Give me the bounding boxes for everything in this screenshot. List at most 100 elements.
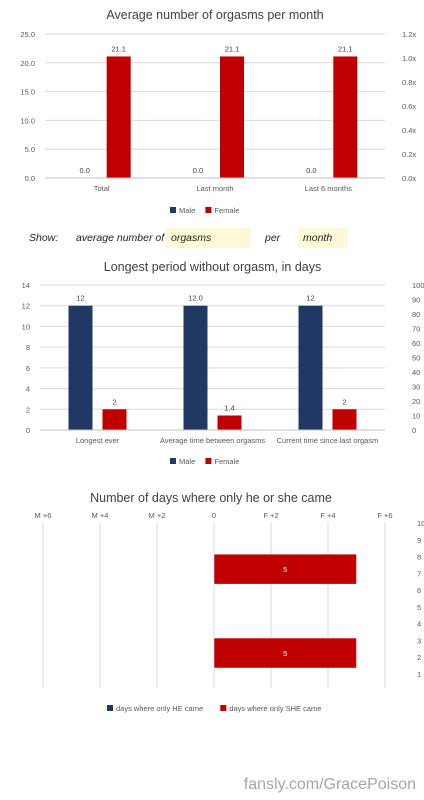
- data-label: 2: [112, 397, 116, 406]
- legend-label: Female: [214, 206, 239, 215]
- x-tick-label: Last 6 months: [305, 184, 352, 193]
- secondary-y-tick-label: 6: [417, 586, 421, 595]
- legend-swatch: [220, 705, 227, 711]
- show-text-per: per: [265, 232, 281, 244]
- secondary-y-tick-label: 90: [412, 296, 420, 305]
- x-tick-label: M +6: [35, 511, 52, 520]
- secondary-y-tick-label: 30: [412, 383, 420, 392]
- data-label: 1.4: [224, 404, 234, 413]
- x-tick-label: Total: [94, 184, 110, 193]
- x-tick-label: Longest ever: [76, 436, 120, 445]
- secondary-y-tick-label: 3: [417, 636, 421, 645]
- y-tick-label: 20.0: [20, 59, 35, 68]
- data-label: 12: [306, 294, 314, 303]
- secondary-y-tick-label: 0.2x: [402, 150, 416, 159]
- secondary-y-tick-label: 9: [417, 536, 421, 545]
- legend-label: Female: [214, 457, 239, 466]
- legend-label: Male: [179, 457, 195, 466]
- chart-title: Number of days where only he or she came: [90, 491, 332, 505]
- data-label: 12.0: [188, 294, 203, 303]
- bar-male: [183, 305, 208, 430]
- secondary-y-tick-label: 10: [412, 412, 420, 421]
- bar-male: [298, 305, 323, 430]
- bar-female: [333, 56, 358, 178]
- secondary-y-tick-label: 1.0x: [402, 54, 416, 63]
- data-label: 12: [76, 294, 84, 303]
- secondary-y-tick-label: 0.6x: [402, 102, 416, 111]
- secondary-y-tick-label: 5: [417, 603, 421, 612]
- y-tick-label: 14: [22, 281, 30, 290]
- show-label: Show:: [29, 232, 59, 244]
- data-label: 2: [342, 397, 346, 406]
- secondary-y-tick-label: 40: [412, 368, 420, 377]
- secondary-y-tick-label: 4: [417, 620, 421, 629]
- secondary-y-tick-label: 60: [412, 339, 420, 348]
- bar-female: [217, 415, 242, 430]
- data-label: 21.1: [338, 44, 353, 53]
- x-tick-label: M +2: [149, 511, 166, 520]
- x-tick-label: Average time between orgasms: [160, 436, 266, 445]
- x-tick-label: M +4: [92, 511, 109, 520]
- secondary-y-tick-label: 0.4x: [402, 126, 416, 135]
- y-tick-label: 8: [26, 343, 30, 352]
- y-tick-label: 5.0: [25, 145, 35, 154]
- y-tick-label: 0: [26, 426, 30, 435]
- x-tick-label: Current time since last orgasm: [277, 436, 379, 445]
- legend-swatch: [170, 207, 176, 213]
- chart-title: Longest period without orgasm, in days: [104, 260, 322, 274]
- secondary-y-tick-label: 0.8x: [402, 78, 416, 87]
- data-label: 0.0: [193, 166, 203, 175]
- data-label: 5: [283, 649, 287, 658]
- y-tick-label: 25.0: [20, 30, 35, 39]
- y-tick-label: 2: [26, 405, 30, 414]
- y-tick-label: 12: [22, 302, 30, 311]
- x-tick-label: F +6: [377, 511, 392, 520]
- y-tick-label: 6: [26, 364, 30, 373]
- secondary-y-tick-label: 50: [412, 354, 420, 363]
- legend-swatch: [205, 207, 212, 213]
- bar-male: [68, 305, 93, 430]
- y-tick-label: 0.0: [25, 174, 35, 183]
- data-label: 0.0: [306, 166, 316, 175]
- chart-title: Average number of orgasms per month: [106, 8, 323, 22]
- y-tick-label: 10: [22, 322, 30, 331]
- secondary-y-tick-label: 70: [412, 325, 420, 334]
- secondary-y-tick-label: 0: [412, 426, 416, 435]
- secondary-y-tick-label: 20: [412, 397, 420, 406]
- secondary-y-tick-label: 8: [417, 553, 421, 562]
- data-label: 21.1: [111, 44, 126, 53]
- legend-swatch: [205, 458, 212, 464]
- x-tick-label: Last month: [196, 184, 233, 193]
- watermark: fansly.com/GracePoison: [243, 776, 416, 793]
- bar-female: [220, 56, 244, 178]
- measure-selector[interactable]: orgasms: [166, 228, 251, 248]
- secondary-y-tick-label: 1: [417, 670, 421, 679]
- bar-female: [332, 409, 357, 430]
- legend-label: days where only SHE came: [229, 704, 321, 713]
- secondary-y-tick-label: 100: [412, 281, 424, 290]
- y-tick-label: 10.0: [20, 116, 35, 125]
- bar-she-came: [213, 637, 357, 669]
- bar-she-came: [213, 553, 357, 585]
- show-text-average: average number of: [76, 232, 165, 244]
- period-selector[interactable]: month: [298, 228, 348, 248]
- legend-label: days where only HE came: [116, 704, 203, 713]
- secondary-y-tick-label: 80: [412, 310, 420, 319]
- secondary-y-tick-label: 0.0x: [402, 174, 416, 183]
- data-label: 0.0: [79, 166, 89, 175]
- legend-label: Male: [179, 206, 195, 215]
- data-label: 21.1: [225, 44, 240, 53]
- x-tick-label: 0: [212, 511, 216, 520]
- legend-swatch: [107, 705, 113, 711]
- legend-swatch: [170, 458, 176, 464]
- data-label: 5: [283, 565, 287, 574]
- x-tick-label: F +2: [263, 511, 278, 520]
- secondary-y-tick-label: 7: [417, 569, 421, 578]
- y-tick-label: 4: [26, 385, 30, 394]
- secondary-y-tick-label: 1.2x: [402, 30, 416, 39]
- bar-female: [102, 409, 127, 430]
- bar-female: [106, 56, 131, 178]
- y-tick-label: 15.0: [20, 88, 35, 97]
- secondary-y-tick-label: 2: [417, 653, 421, 662]
